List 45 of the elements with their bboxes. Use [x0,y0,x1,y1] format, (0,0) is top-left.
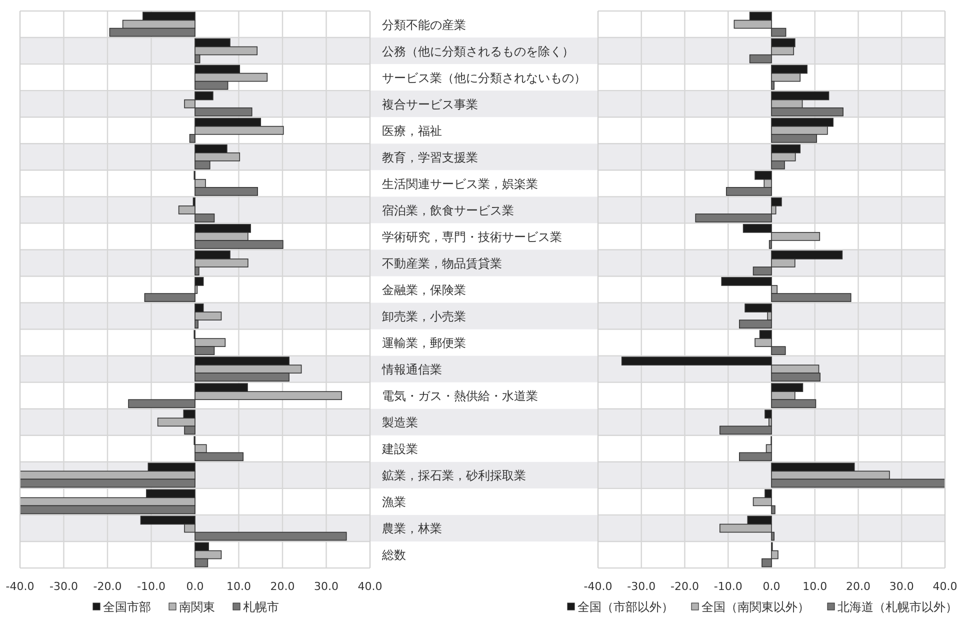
x-tick-label: -30.0 [50,580,78,593]
y-tick-label: 情報通信業 [381,362,442,377]
y-tick-label: 総数 [381,548,406,562]
x-tick-label: 10.0 [226,580,251,593]
x-tick-label: -40.0 [6,580,34,593]
y-tick-label: 鉱業，採石業，砂利採取業 [382,468,526,483]
legend-label: 札幌市 [243,600,279,614]
y-tick-label: 卸売業，小売業 [382,310,466,324]
y-tick-label: サービス業（他に分類されないもの） [382,70,586,85]
x-tick-label: 0.0 [186,580,204,593]
y-tick-label: 農業，林業 [382,522,442,536]
y-tick-label: 医療，福祉 [382,124,442,138]
y-tick-label: 分類不能の産業 [382,18,466,32]
legend-label: 南関東 [179,600,215,614]
y-tick-label: 学術研究，専門・技術サービス業 [382,230,562,244]
y-tick-label: 生活関連サービス業，娯楽業 [382,176,538,191]
legend-label: 北海道（札幌市以外） [838,600,958,614]
y-tick-label: 漁業 [382,495,406,510]
y-tick-label: 教育，学習支援業 [382,150,478,164]
x-tick-label: 40.0 [358,580,382,593]
x-tick-label: 20.0 [270,580,295,593]
y-tick-label: 公務（他に分類されるものを除く） [382,44,574,58]
y-tick-label: 運輸業，郵便業 [382,336,466,350]
x-tick-label: 40.0 [932,580,958,593]
y-tick-label: 電気・ガス・熱供給・水道業 [382,389,538,404]
x-tick-label: -40.0 [584,580,612,593]
x-tick-label: 10.0 [802,580,828,593]
y-tick-label: 不動産業，物品賃貸業 [382,256,502,270]
y-tick-label: 建設業 [381,442,418,456]
legend-label: 全国（市部以外） [578,600,674,614]
x-tick-label: 0.0 [762,580,780,593]
y-tick-label: 複合サービス事業 [382,97,478,112]
y-tick-label: 金融業，保険業 [382,283,466,297]
y-tick-label: 宿泊業，飲食サービス業 [382,203,514,218]
x-tick-label: -20.0 [93,580,122,593]
x-tick-label: 20.0 [846,580,870,593]
x-tick-label: 30.0 [314,580,338,593]
x-tick-label: -30.0 [627,580,656,593]
x-tick-label: -20.0 [670,580,699,593]
legend-label: 全国（南関東以外） [702,600,810,614]
x-tick-label: -10.0 [137,580,166,593]
x-tick-label: -10.0 [714,580,742,593]
legend-label: 全国市部 [103,600,151,614]
y-tick-label: 製造業 [382,416,418,430]
x-tick-label: 30.0 [889,580,914,593]
